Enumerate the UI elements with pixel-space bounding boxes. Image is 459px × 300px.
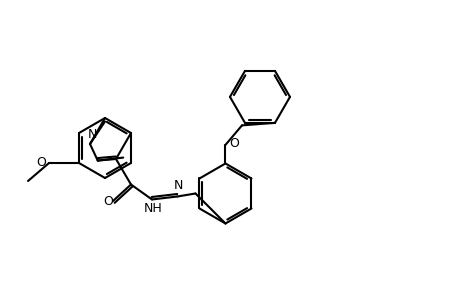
Text: O: O: [103, 196, 112, 208]
Text: O: O: [229, 137, 239, 150]
Text: NH: NH: [143, 202, 162, 215]
Text: N: N: [87, 128, 96, 141]
Text: O: O: [36, 157, 46, 169]
Text: N: N: [174, 179, 183, 193]
